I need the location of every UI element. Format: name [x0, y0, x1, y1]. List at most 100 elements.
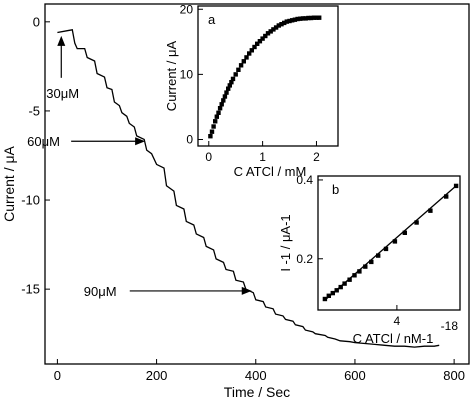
inset-a-data-point [249, 48, 254, 53]
inset-a-data-point [209, 129, 215, 134]
inset-b-plot-frame [317, 175, 461, 311]
inset-b-data-point [357, 269, 362, 274]
inset-a-x-tick-label: 1 [259, 150, 266, 164]
inset-b-data-point [330, 290, 335, 296]
inset-a-data-point [308, 15, 314, 21]
inset-a-data-point [263, 33, 268, 39]
inset-b-chart: 4 0.2 0.4 b C ATCl / nM-1 -18 I -1 / μA-1 [278, 173, 461, 346]
inset-b-data-point [453, 183, 459, 189]
inset-a-data-point [317, 15, 322, 20]
inset-a-data-point [233, 72, 238, 77]
inset-b-data-point [414, 220, 419, 225]
inset-b-x-axis-label: C ATCl / nM-1 [353, 331, 434, 346]
inset-b-panel-label: b [332, 182, 339, 197]
inset-a-y-tick-label: 20 [180, 2, 194, 16]
inset-a-y-tick-label: 0 [186, 133, 193, 147]
inset-b-data-point [338, 284, 343, 290]
main-x-tick-label: 400 [245, 368, 267, 383]
main-y-tick-label: -10 [21, 193, 40, 208]
inset-a-data-point [303, 16, 308, 21]
annotation-label: 30μM [46, 86, 79, 101]
inset-a-data-point [230, 76, 236, 82]
inset-a-data-point [300, 16, 306, 21]
inset-a-x-tick-label: 2 [313, 150, 320, 164]
inset-b-x-corner-label: -18 [441, 319, 459, 333]
main-x-tick-label: 0 [54, 368, 61, 383]
inset-b-data-point [444, 194, 449, 199]
inset-b-data-point [369, 259, 374, 265]
inset-a-data-point [247, 51, 252, 56]
main-y-tick-label: -5 [28, 103, 40, 118]
inset-b-data-point [352, 273, 357, 278]
inset-b-y-axis-label: I -1 / μA-1 [278, 214, 293, 271]
inset-a-data-point [314, 15, 319, 20]
inset-a-data-point [208, 134, 213, 139]
inset-b-data-point [322, 296, 328, 302]
inset-b-x-tick-label: 4 [394, 314, 401, 328]
inset-b-data-point [347, 277, 352, 282]
inset-a-data-point [276, 23, 281, 28]
inset-a-data-point [260, 36, 265, 41]
inset-a-data-point [268, 29, 273, 34]
inset-a-data-point [211, 124, 216, 129]
inset-a-data-point [298, 16, 303, 21]
inset-b-data-point [392, 239, 398, 244]
inset-b-y-tick-label: 0.2 [296, 252, 313, 266]
inset-a-data-point [217, 106, 223, 111]
inset-b-data-point [402, 230, 407, 235]
inset-a-data-point [295, 16, 300, 22]
inset-b-data-point [342, 281, 347, 286]
inset-a-y-tick-label: 10 [180, 68, 194, 82]
annotation-label: 60μM [27, 134, 60, 149]
inset-b-data-point [326, 293, 331, 298]
inset-a-data-point [311, 15, 316, 20]
inset-a-data-point [273, 25, 279, 30]
inset-a-data-point [236, 67, 241, 72]
inset-a-x-axis-label: C ATCl / mM [234, 164, 307, 179]
inset-a-data-point [216, 110, 221, 115]
inset-a-data-point [257, 39, 263, 44]
inset-a-x-tick-label: 0 [205, 150, 212, 164]
inset-a-data-point [252, 44, 257, 50]
main-y-tick-label: 0 [33, 14, 40, 29]
inset-a-data-point [221, 98, 226, 103]
annotation-arrowhead [57, 35, 66, 46]
annotation-arrowhead [135, 137, 146, 146]
inset-a-data-point [222, 94, 228, 99]
main-x-tick-label: 600 [344, 368, 366, 383]
inset-a-data-point [226, 86, 231, 91]
inset-b-data-point [376, 253, 381, 258]
inset-a-panel-label: a [208, 12, 216, 27]
inset-a-plot-frame [197, 5, 339, 147]
inset-a-data-point [282, 20, 287, 26]
inset-a-data-point [238, 63, 244, 68]
annotation-label: 90μM [84, 284, 117, 299]
inset-b-data-point [383, 246, 389, 252]
inset-a-data-point [224, 90, 229, 95]
inset-a-data-point [219, 102, 224, 107]
inset-b-data-point [428, 208, 433, 213]
inset-a-data-point [284, 19, 289, 24]
inset-a-data-point [241, 59, 246, 64]
main-x-tick-label: 800 [443, 368, 465, 383]
inset-a-y-axis-label: Current / μA [164, 41, 179, 112]
main-y-axis-label: Current / μA [1, 145, 17, 221]
inset-a-data-point [306, 15, 311, 21]
inset-a-data-point [214, 114, 219, 119]
inset-a-data-point [265, 31, 271, 36]
inset-a-data-point [213, 119, 218, 124]
main-series-line [57, 29, 440, 348]
inset-a-data-point [279, 22, 284, 27]
annotation-arrowhead [241, 286, 252, 295]
inset-a-data-point [244, 55, 249, 60]
inset-a-data-point [255, 41, 260, 46]
inset-b-y-tick-label: 0.4 [296, 173, 313, 187]
inset-a-data-point [271, 27, 276, 32]
inset-a-data-point [227, 83, 232, 88]
inset-b-fit-line [324, 185, 457, 301]
inset-a-data-point [229, 80, 234, 85]
inset-a-data-point [290, 18, 295, 23]
